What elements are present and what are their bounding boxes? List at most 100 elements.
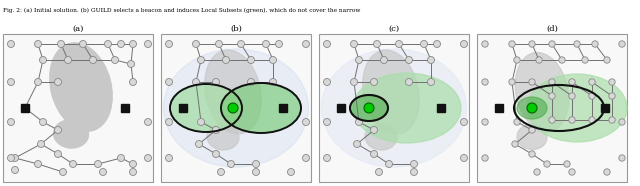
- Circle shape: [385, 161, 392, 168]
- Circle shape: [428, 57, 435, 63]
- Circle shape: [609, 117, 615, 123]
- Circle shape: [166, 118, 173, 126]
- Circle shape: [323, 155, 330, 161]
- Circle shape: [60, 169, 67, 176]
- Text: (c): (c): [388, 25, 399, 33]
- Circle shape: [604, 169, 610, 175]
- Circle shape: [303, 155, 310, 161]
- Circle shape: [104, 41, 111, 47]
- Circle shape: [420, 41, 428, 47]
- Circle shape: [8, 118, 15, 126]
- Ellipse shape: [517, 124, 547, 150]
- Circle shape: [406, 78, 413, 86]
- Circle shape: [461, 118, 467, 126]
- Circle shape: [381, 57, 387, 63]
- Circle shape: [569, 79, 575, 85]
- Circle shape: [609, 93, 615, 99]
- Circle shape: [410, 161, 417, 168]
- Circle shape: [40, 57, 47, 63]
- Circle shape: [548, 79, 556, 85]
- Circle shape: [198, 118, 205, 126]
- Circle shape: [589, 79, 595, 85]
- Circle shape: [514, 119, 520, 125]
- Circle shape: [54, 126, 61, 134]
- Circle shape: [512, 141, 518, 147]
- Circle shape: [8, 41, 15, 47]
- Circle shape: [509, 41, 515, 47]
- Circle shape: [70, 161, 77, 168]
- Circle shape: [371, 78, 378, 86]
- Circle shape: [65, 57, 72, 63]
- Circle shape: [351, 78, 358, 86]
- Circle shape: [548, 117, 556, 123]
- Circle shape: [433, 41, 440, 47]
- Circle shape: [90, 57, 97, 63]
- Circle shape: [548, 41, 556, 47]
- Bar: [21, 104, 29, 112]
- Ellipse shape: [363, 50, 419, 134]
- Ellipse shape: [50, 43, 112, 131]
- Circle shape: [589, 93, 595, 99]
- Circle shape: [396, 41, 403, 47]
- Circle shape: [371, 126, 378, 134]
- Circle shape: [461, 41, 467, 47]
- Bar: [337, 104, 345, 112]
- Circle shape: [248, 78, 255, 86]
- Circle shape: [269, 78, 276, 86]
- Circle shape: [569, 169, 575, 175]
- Bar: [437, 104, 445, 112]
- Circle shape: [582, 57, 588, 63]
- Circle shape: [38, 140, 45, 147]
- Circle shape: [35, 41, 42, 47]
- Circle shape: [127, 60, 134, 68]
- Circle shape: [118, 41, 125, 47]
- Circle shape: [118, 155, 125, 161]
- Circle shape: [353, 140, 360, 147]
- Circle shape: [198, 57, 205, 63]
- Bar: [161, 34, 311, 182]
- Circle shape: [619, 155, 625, 161]
- Circle shape: [509, 79, 515, 85]
- Circle shape: [574, 41, 580, 47]
- Circle shape: [111, 57, 118, 63]
- Circle shape: [269, 57, 276, 63]
- Ellipse shape: [350, 95, 388, 121]
- Circle shape: [374, 41, 381, 47]
- Circle shape: [287, 169, 294, 176]
- Bar: [495, 104, 503, 112]
- Ellipse shape: [365, 124, 397, 150]
- Circle shape: [248, 57, 255, 63]
- Circle shape: [129, 78, 136, 86]
- Text: Fig. 2: (a) Initial solution. (b) GUILD selects a beacon and induces Local Subse: Fig. 2: (a) Initial solution. (b) GUILD …: [3, 7, 360, 13]
- Circle shape: [58, 41, 65, 47]
- Circle shape: [589, 117, 595, 123]
- Circle shape: [275, 41, 282, 47]
- Ellipse shape: [527, 74, 627, 142]
- Circle shape: [166, 78, 173, 86]
- Bar: [477, 34, 627, 182]
- Circle shape: [323, 118, 330, 126]
- Ellipse shape: [207, 124, 239, 150]
- Circle shape: [195, 140, 202, 147]
- Circle shape: [223, 57, 230, 63]
- Circle shape: [529, 79, 535, 85]
- Circle shape: [355, 57, 362, 63]
- Circle shape: [8, 78, 15, 86]
- Circle shape: [564, 161, 570, 167]
- Circle shape: [253, 169, 259, 176]
- Circle shape: [99, 169, 106, 176]
- Circle shape: [228, 103, 238, 113]
- Ellipse shape: [163, 49, 308, 167]
- Ellipse shape: [515, 52, 569, 132]
- Bar: [179, 104, 187, 112]
- Circle shape: [559, 57, 565, 63]
- Circle shape: [129, 41, 136, 47]
- Circle shape: [619, 119, 625, 125]
- Circle shape: [406, 57, 413, 63]
- Circle shape: [482, 41, 488, 47]
- Circle shape: [193, 78, 200, 86]
- Circle shape: [569, 117, 575, 123]
- Circle shape: [527, 103, 537, 113]
- Circle shape: [166, 155, 173, 161]
- Circle shape: [351, 41, 358, 47]
